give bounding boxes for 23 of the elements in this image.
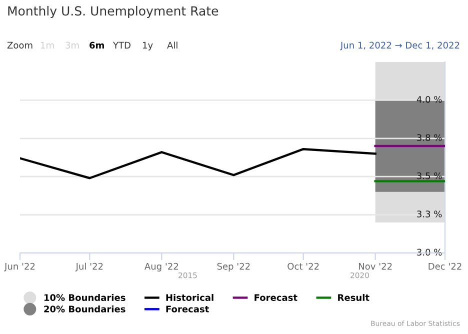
text: 6m xyxy=(90,42,104,49)
chart-title: Monthly U.S. Unemployment Rate xyxy=(8,6,218,18)
text: Zoom xyxy=(7,42,32,49)
text: Jun 1, 2022 → Dec 1, 2022 xyxy=(340,42,460,50)
x-tick-label: Nov '22 xyxy=(358,262,392,270)
x-tick-label: Aug '22 xyxy=(144,262,178,272)
legend-label: Result xyxy=(338,294,370,301)
x-tick-label: Oct '22 xyxy=(288,262,319,270)
legend-label: 20% Boundaries xyxy=(44,305,126,312)
legend-label: Forecast xyxy=(166,306,209,312)
text: 1y xyxy=(142,42,153,50)
x-tick-label: Jun '22 xyxy=(4,262,35,272)
legend-label: Historical xyxy=(166,294,214,301)
legend-label: Forecast xyxy=(254,294,298,301)
text: All xyxy=(167,42,178,48)
text: YTD xyxy=(112,42,130,48)
line-series xyxy=(20,148,376,180)
y-tick-label: 3.3 % xyxy=(417,210,442,218)
legend-label: 10% Boundaries xyxy=(44,294,126,301)
x-tick-label: Sep '22 xyxy=(217,262,250,272)
x-tick-label: Jul '22 xyxy=(75,262,103,272)
x-tick-label: Dec '22 xyxy=(428,262,462,270)
y-tick-label: 4.0 % xyxy=(416,96,442,103)
